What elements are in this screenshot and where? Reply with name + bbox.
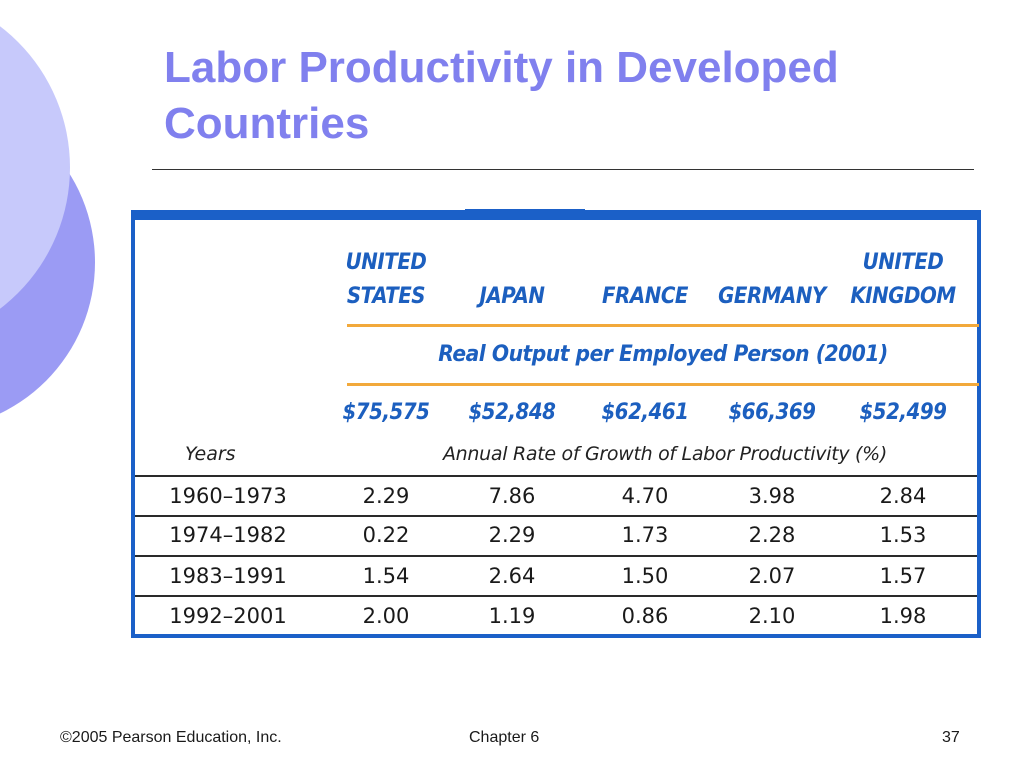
table-cell: 2.64 — [488, 564, 536, 588]
row-years: 1992–2001 — [169, 604, 287, 628]
table-cell: 1.57 — [879, 564, 927, 588]
slide-title: Labor Productivity in Developed Countrie… — [164, 43, 839, 148]
table-cell: 1.19 — [488, 604, 536, 628]
productivity-table: UNITED STATES JAPAN FRANCE GERMANY UNITE… — [131, 209, 981, 638]
row-years: 1974–1982 — [169, 523, 287, 547]
real-output-title: Real Output per Employed Person (2001) — [438, 342, 888, 367]
table-cell: 1.73 — [621, 523, 669, 547]
country-header-germany: GERMANY — [718, 284, 826, 309]
table-cell: 2.84 — [879, 484, 927, 508]
real-output-japan: $52,848 — [468, 400, 556, 425]
years-column-label: Years — [185, 443, 236, 465]
orange-divider-top — [347, 324, 979, 327]
table-cell: 1.50 — [621, 564, 669, 588]
growth-rate-label: Annual Rate of Growth of Labor Productiv… — [442, 443, 888, 465]
title-underline — [152, 169, 974, 170]
table-cell: 2.10 — [748, 604, 796, 628]
row-years: 1960–1973 — [169, 484, 287, 508]
table-cell: 3.98 — [748, 484, 796, 508]
real-output-germany: $66,369 — [728, 400, 816, 425]
table-cell: 2.07 — [748, 564, 796, 588]
table-cell: 0.86 — [621, 604, 669, 628]
real-output-united-states: $75,575 — [342, 400, 430, 425]
table-cell: 4.70 — [621, 484, 669, 508]
country-header-france: FRANCE — [601, 284, 689, 309]
footer-chapter: Chapter 6 — [469, 729, 540, 746]
table-cell: 1.98 — [879, 604, 927, 628]
table-header-fragment — [465, 209, 585, 217]
row-divider — [135, 555, 977, 557]
table-cell: 7.86 — [488, 484, 536, 508]
real-output-united-kingdom: $52,499 — [859, 400, 947, 425]
table-cell: 0.22 — [362, 523, 410, 547]
footer-copyright: ©2005 Pearson Education, Inc. — [60, 729, 282, 746]
row-years: 1983–1991 — [169, 564, 287, 588]
footer-page-number: 37 — [942, 729, 960, 746]
row-divider — [135, 595, 977, 597]
table-cell: 1.54 — [362, 564, 410, 588]
country-header-united-states: UNITED STATES — [345, 250, 427, 309]
country-header-united-kingdom: UNITED KINGDOM — [850, 250, 956, 309]
country-header-japan: JAPAN — [479, 284, 545, 309]
table-cell: 2.00 — [362, 604, 410, 628]
real-output-france: $62,461 — [601, 400, 689, 425]
table-cell: 2.28 — [748, 523, 796, 547]
table-cell: 1.53 — [879, 523, 927, 547]
row-divider — [135, 515, 977, 517]
table-cell: 2.29 — [488, 523, 536, 547]
orange-divider-bottom — [347, 383, 979, 386]
row-divider — [135, 475, 977, 477]
table-cell: 2.29 — [362, 484, 410, 508]
